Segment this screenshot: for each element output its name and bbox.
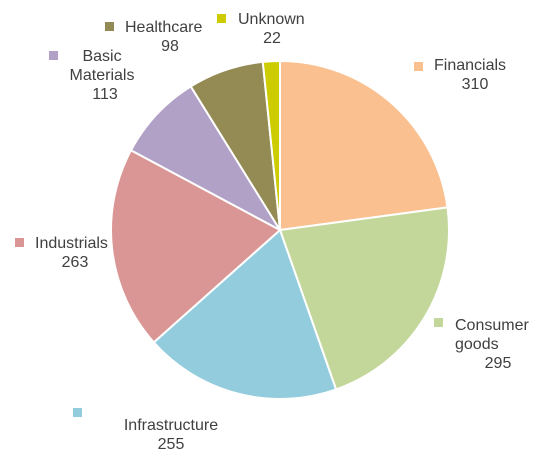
data-label-value-infrastructure: 255 [158,436,185,451]
pie-slice-infrastructure [152,229,338,400]
legend-key-financials [414,62,423,71]
data-label-name-unknown: Unknown [238,11,305,28]
pie-slice-basic-materials [129,85,281,231]
data-label-name-consumer-goods: goods [455,336,499,353]
legend-key-consumer-goods [434,318,443,327]
data-label-name-financials: Financials [434,57,506,74]
data-label-name-industrials: Industrials [35,235,108,252]
legend-key-healthcare [105,22,114,31]
data-label-name-consumer-goods: Consumer [455,317,529,334]
legend-key-industrials [15,238,24,247]
data-label-value-healthcare: 98 [161,38,179,55]
legend-key-unknown [217,14,226,23]
data-label-value-consumer-goods: 295 [485,355,512,372]
data-label-value-basic-materials: 113 [92,86,118,103]
legend-key-basic-materials [49,51,58,60]
data-label-name-basic-materials: Materials [70,67,135,84]
pie-slice-consumer-goods [279,206,450,391]
data-label-name-infrastructure: Infrastructure [124,417,218,434]
pie-slice-financials [279,60,449,231]
data-label-value-financials: 310 [462,76,489,93]
pie-slices [110,60,450,400]
data-labels: Financials 310 Consumer goods 295 Infrastruct… [15,11,529,451]
data-label-value-unknown: 22 [263,30,281,47]
data-label-value-industrials: 263 [62,254,89,271]
data-label-name-healthcare: Healthcare [125,19,202,36]
data-label-name-basic-materials: Basic [82,48,121,65]
pie-slice-unknown [261,60,281,231]
legend-key-infrastructure [73,408,82,417]
pie-slice-industrials [110,149,281,344]
